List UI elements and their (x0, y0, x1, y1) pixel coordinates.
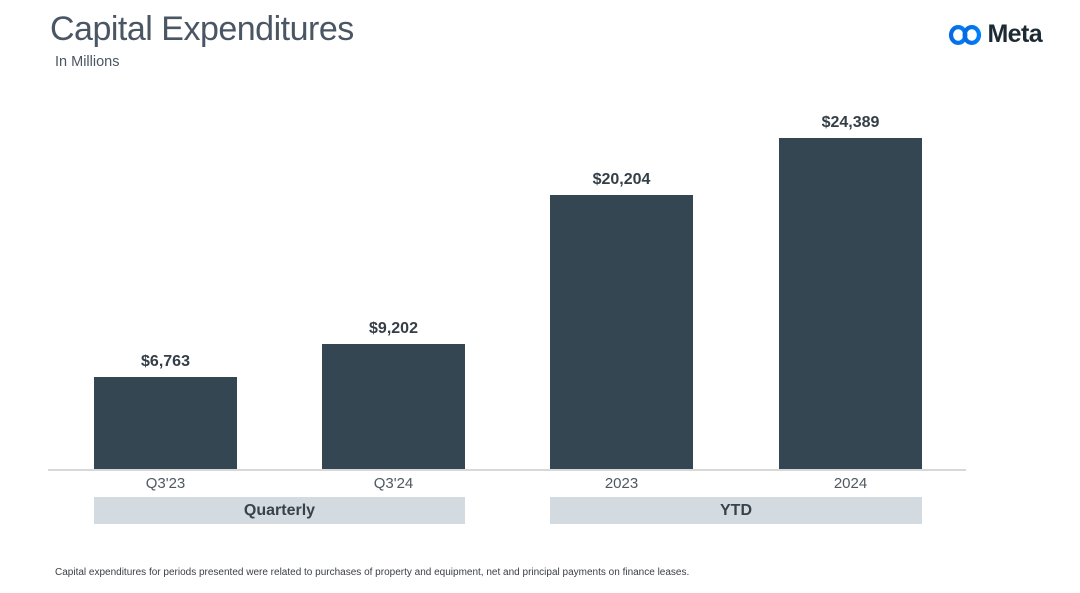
x-axis-label-q3-23: Q3'23 (145, 475, 186, 492)
page-title: Capital Expenditures (50, 10, 354, 48)
footnote: Capital expenditures for periods present… (55, 567, 690, 578)
bar-2024: $24,389 (779, 114, 922, 469)
group-band-ytd: YTD (550, 497, 922, 524)
bar-2023: $20,204 (550, 171, 693, 469)
bar-value-label: $20,204 (592, 170, 651, 188)
group-band-quarterly: Quarterly (94, 497, 465, 524)
bar-q3-24-fill (322, 344, 465, 469)
bar-q3-23: $6,763 (94, 353, 237, 469)
bar-2023-fill (550, 194, 693, 469)
bar-q3-24: $9,202 (322, 320, 465, 469)
bar-value-label: $6,763 (141, 353, 190, 371)
meta-wordmark: Meta (987, 20, 1042, 48)
page-subtitle: In Millions (55, 54, 120, 70)
bar-chart: $6,763 $9,202 $20,204 $24,389 Q3'23 Q3'2… (48, 109, 966, 492)
meta-infinity-icon (949, 24, 982, 45)
bar-value-label: $9,202 (369, 320, 418, 337)
bar-2024-fill (779, 137, 922, 469)
x-axis-label-2024: 2024 (833, 475, 868, 492)
bar-value-label: $24,389 (821, 113, 880, 131)
x-axis-label-q3-24: Q3'24 (373, 475, 414, 492)
bar-q3-23-fill (94, 377, 237, 469)
meta-logo: Meta (948, 20, 1043, 49)
x-axis-label-2023: 2023 (604, 475, 639, 492)
